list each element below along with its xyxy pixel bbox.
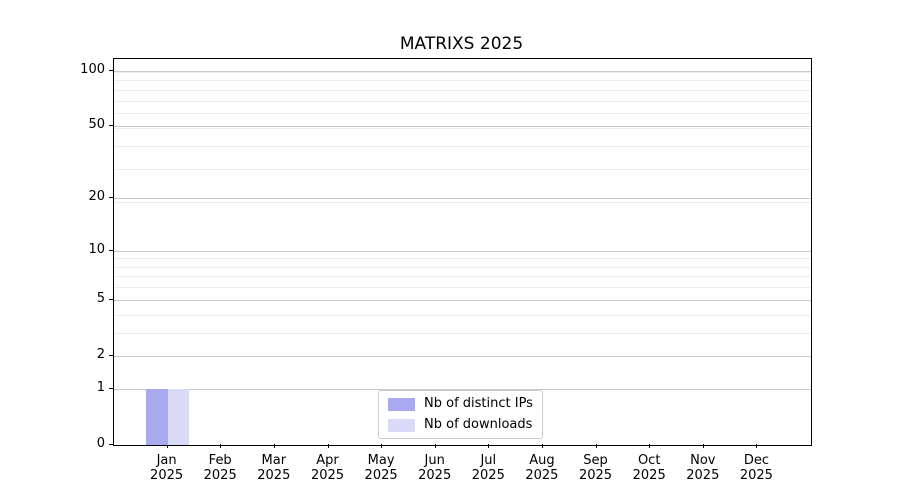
- x-tick-label-month: May: [367, 453, 395, 468]
- x-tick-label: Jun 2025: [418, 453, 451, 483]
- y-tick-mark: [109, 444, 113, 445]
- y-tick-label: 2: [96, 347, 105, 362]
- x-tick-mark: [273, 444, 275, 448]
- x-tick-label-month: Apr: [316, 453, 339, 468]
- x-tick-label: Jul 2025: [472, 453, 505, 483]
- gridline-major: [114, 126, 811, 128]
- legend-label: Nb of downloads: [424, 417, 533, 432]
- x-tick-mark: [541, 444, 543, 448]
- gridline-major: [114, 250, 811, 252]
- x-tick-label-year: 2025: [310, 468, 345, 483]
- y-tick-mark: [109, 125, 113, 126]
- bar-downloads: [167, 388, 190, 445]
- y-tick-label: 100: [80, 62, 105, 77]
- y-tick-label: 1: [96, 380, 105, 395]
- x-tick-label: Apr 2025: [311, 453, 344, 483]
- x-tick-label-year: 2025: [418, 468, 452, 483]
- gridline-minor: [114, 80, 811, 82]
- bar-distinct-ips: [146, 388, 168, 445]
- y-tick-label: 50: [88, 117, 105, 132]
- x-tick-label-year: 2025: [257, 468, 291, 483]
- legend: Nb of distinct IPs Nb of downloads: [378, 390, 543, 439]
- x-tick-label: Oct 2025: [633, 453, 666, 483]
- x-tick-label: May 2025: [365, 453, 398, 483]
- chart-title: MATRIXS 2025: [399, 34, 524, 54]
- x-tick-label: Aug 2025: [525, 453, 558, 483]
- legend-item: Nb of downloads: [388, 417, 533, 433]
- x-tick-label: Dec 2025: [740, 453, 773, 483]
- x-tick-label: Sep 2025: [579, 453, 612, 483]
- x-tick-label-year: 2025: [364, 468, 398, 483]
- x-tick-label-month: Feb: [208, 453, 232, 468]
- x-tick-mark: [595, 444, 597, 448]
- y-tick-label: 0: [96, 436, 105, 451]
- gridline-minor: [114, 332, 811, 334]
- gridline-major: [114, 388, 811, 390]
- gridline-minor: [114, 276, 811, 278]
- x-tick-label-year: 2025: [739, 468, 773, 483]
- legend-swatch-distinct-ips: [388, 397, 415, 411]
- legend-item: Nb of distinct IPs: [388, 396, 533, 412]
- x-tick-label-month: Jan: [156, 453, 177, 468]
- x-tick-label-month: Sep: [583, 453, 608, 468]
- x-tick-label-year: 2025: [203, 468, 237, 483]
- gridline-major: [114, 70, 811, 72]
- x-tick-label: Nov 2025: [686, 453, 719, 483]
- x-tick-label-year: 2025: [525, 468, 559, 483]
- gridline-minor: [114, 146, 811, 147]
- gridline-minor: [114, 202, 811, 204]
- gridline-minor: [114, 100, 811, 102]
- gridline-minor: [114, 71, 811, 73]
- x-tick-mark: [649, 444, 651, 448]
- x-tick-label-year: 2025: [578, 468, 613, 483]
- x-tick-mark: [327, 444, 329, 448]
- plot-area: [113, 58, 812, 446]
- gridline-major: [114, 198, 811, 200]
- gridline-minor: [114, 89, 811, 91]
- x-tick-label-month: Dec: [743, 453, 769, 468]
- gridline-minor: [114, 113, 811, 115]
- x-tick-label-month: Aug: [529, 453, 555, 468]
- gridline-minor: [114, 266, 811, 268]
- x-tick-label-year: 2025: [150, 468, 184, 483]
- x-tick-mark: [220, 444, 222, 448]
- y-tick-label: 5: [96, 291, 105, 306]
- gridline-minor: [114, 287, 811, 289]
- legend-label: Nb of distinct IPs: [424, 396, 533, 411]
- gridline-major: [114, 299, 811, 301]
- gridline-minor: [114, 258, 811, 260]
- x-tick-mark: [488, 444, 490, 448]
- x-tick-label-month: Nov: [690, 453, 716, 468]
- y-tick-mark: [109, 197, 113, 198]
- y-tick-mark: [109, 388, 113, 389]
- gridline-minor: [114, 314, 811, 316]
- x-tick-label-year: 2025: [686, 468, 720, 483]
- x-tick-label-month: Oct: [637, 453, 661, 468]
- x-tick-label: Jan 2025: [150, 453, 183, 483]
- x-tick-mark: [381, 444, 383, 448]
- y-tick-mark: [109, 299, 113, 300]
- x-tick-label-year: 2025: [632, 468, 666, 483]
- x-tick-mark: [756, 444, 758, 448]
- x-tick-mark: [434, 444, 436, 448]
- gridline-major: [114, 356, 811, 357]
- y-tick-label: 20: [88, 189, 105, 204]
- gridline-minor: [114, 169, 811, 171]
- y-tick-mark: [109, 250, 113, 251]
- legend-swatch-downloads: [388, 418, 415, 432]
- x-tick-label-year: 2025: [471, 468, 505, 483]
- y-tick-mark: [109, 70, 113, 71]
- gridline-minor: [114, 127, 811, 129]
- x-tick-label-month: Jun: [424, 453, 445, 468]
- x-tick-label: Mar 2025: [257, 453, 290, 483]
- x-tick-label-month: Jul: [480, 453, 497, 468]
- y-tick-label: 10: [88, 242, 105, 257]
- x-tick-label-month: Mar: [261, 453, 287, 468]
- x-tick-label: Feb 2025: [204, 453, 237, 483]
- x-tick-mark: [166, 444, 168, 448]
- x-tick-mark: [702, 444, 704, 448]
- y-tick-mark: [109, 355, 113, 356]
